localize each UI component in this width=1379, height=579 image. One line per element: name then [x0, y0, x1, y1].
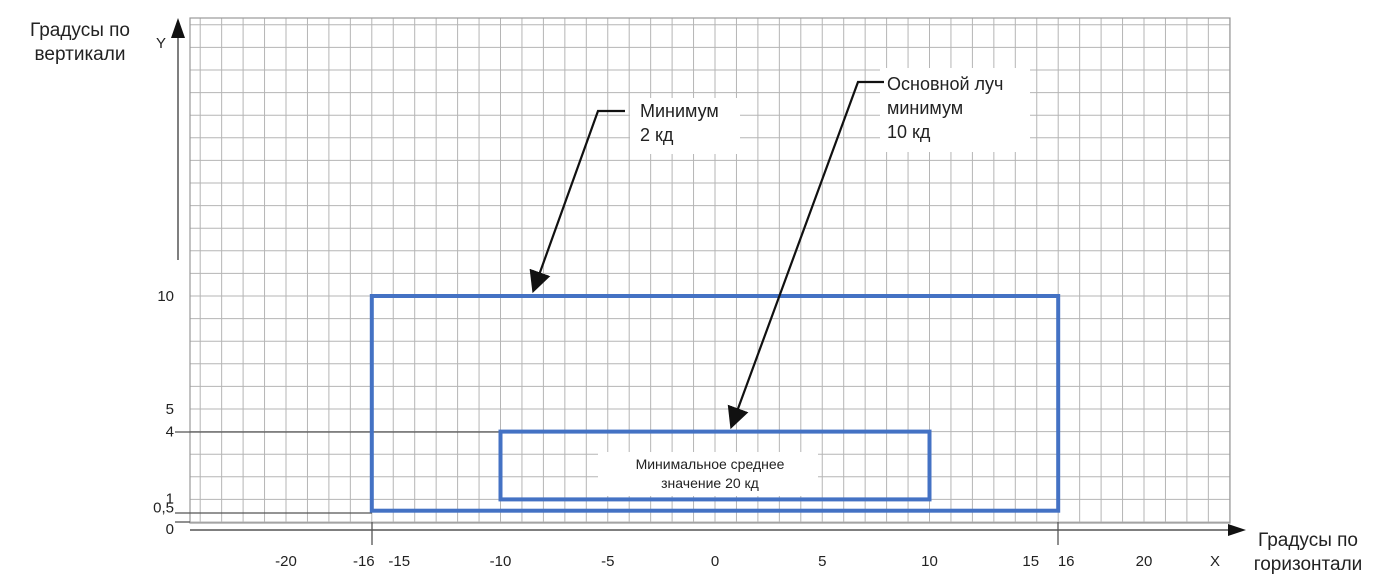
- x-tick-label: -20: [275, 553, 297, 570]
- x-axis-arrowhead: [1228, 524, 1246, 536]
- y-tick-label: 5: [166, 401, 174, 418]
- x-tick-label: 15: [1022, 553, 1039, 570]
- callout-outer-line1: Минимум: [640, 101, 719, 121]
- inner-zone-frame: [498, 429, 932, 502]
- x-axis-title-line2: горизонтали: [1254, 554, 1363, 575]
- x-tick-label: 5: [818, 553, 826, 570]
- x-axis-letter: X: [1210, 553, 1220, 570]
- x-tick-label: -15: [388, 553, 410, 570]
- x-tick-label: -10: [490, 553, 512, 570]
- callout-outer-line2: 2 кд: [640, 125, 674, 145]
- inner-label-line1: Минимальное среднее: [636, 456, 785, 472]
- inner-label-background: [598, 452, 818, 496]
- y-axis-title-line2: вертикали: [35, 44, 126, 65]
- callout-inner-line2: минимум: [887, 98, 963, 118]
- grid: [190, 18, 1231, 523]
- x-tick-labels: -20 -16 -15 -10 -5 0 5 10 15 16 20: [275, 553, 1152, 570]
- callout-outer-background: [630, 98, 740, 154]
- y-axis-letter: Y: [156, 35, 166, 52]
- x-tick-label: 10: [921, 553, 938, 570]
- callout-inner-arrow: [727, 80, 884, 430]
- y-tick-label: 4: [166, 424, 174, 441]
- y-tick-label: 0: [166, 521, 174, 538]
- callout-inner-line1: Основной луч: [887, 74, 1003, 94]
- y-tick-label: 1: [166, 490, 174, 507]
- callout-outer-arrow: [529, 109, 625, 294]
- callout-inner-line3: 10 кд: [887, 122, 931, 142]
- x-tick-label: -5: [601, 553, 614, 570]
- x-tick-label: 16: [1058, 553, 1075, 570]
- inner-label-line2: значение 20 кд: [661, 475, 759, 491]
- y-tick-labels: 10 5 4 10,5 0: [153, 288, 174, 538]
- y-axis-title-line1: Градусы по: [30, 20, 130, 41]
- x-tick-label: 20: [1136, 553, 1153, 570]
- x-tick-label: -16: [353, 553, 375, 570]
- x-tick-label: 0: [711, 553, 719, 570]
- grid-border: [189, 17, 1231, 524]
- callout-inner-background: [880, 68, 1030, 152]
- y-axis-arrowhead: [171, 18, 185, 38]
- x-axis-title-line1: Градусы по: [1258, 530, 1358, 551]
- outer-zone-frame: [369, 294, 1061, 513]
- y-tick-label: 10: [157, 288, 174, 305]
- y-tick-label: 0,5: [153, 500, 174, 517]
